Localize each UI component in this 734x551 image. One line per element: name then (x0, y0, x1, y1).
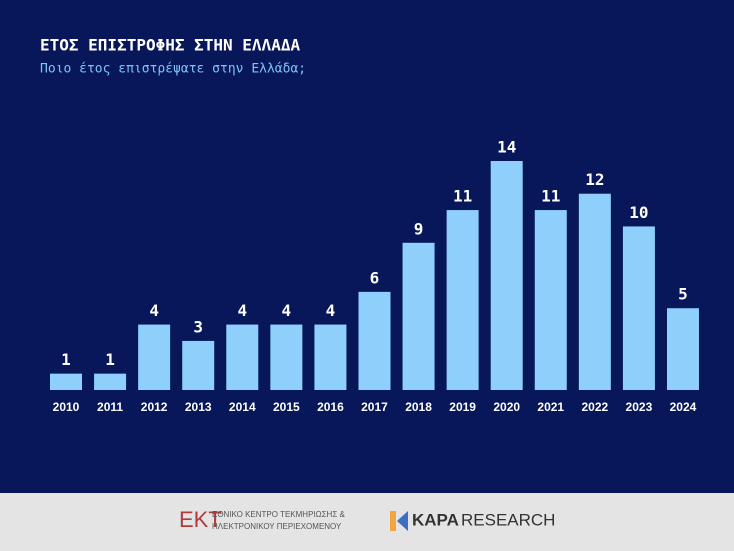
bar (578, 193, 611, 390)
bar (138, 324, 171, 390)
x-tick-label: 2014 (229, 400, 256, 414)
x-tick-label: 2024 (670, 400, 697, 414)
value-label: 4 (237, 301, 247, 320)
bar (94, 373, 127, 390)
bar (534, 210, 567, 390)
value-label: 3 (193, 317, 203, 336)
value-label: 4 (282, 301, 292, 320)
bar (402, 242, 435, 390)
x-tick-label: 2021 (537, 400, 564, 414)
bar (358, 291, 391, 390)
x-tick-label: 2016 (317, 400, 344, 414)
value-label: 4 (326, 301, 336, 320)
ekt-name: ΗΛΕΚΤΡΟΝΙΚΟΥ ΠΕΡΙΕΧΟΜΕΝΟΥ (212, 522, 342, 531)
kapa-logo: KAPA (412, 510, 459, 529)
bar (270, 324, 303, 390)
value-label: 10 (629, 203, 648, 222)
x-tick-label: 2019 (449, 400, 476, 414)
bar (50, 373, 82, 390)
bar (446, 210, 479, 390)
x-tick-label: 2012 (141, 400, 168, 414)
x-tick-label: 2013 (185, 400, 212, 414)
value-label: 9 (414, 219, 424, 238)
footer (0, 493, 734, 551)
value-label: 11 (541, 187, 560, 206)
chart-subtitle: Ποιο έτος επιστρέψατε στην Ελλάδα; (40, 62, 306, 77)
bar (622, 226, 655, 390)
value-label: 1 (105, 350, 115, 369)
value-label: 11 (453, 187, 472, 206)
x-tick-label: 2023 (626, 400, 653, 414)
bar (666, 308, 699, 390)
ekt-name: ΕΘΝΙΚΟ ΚΕΝΤΡΟ ΤΕΚΜΗΡΙΩΣΗΣ & (212, 510, 345, 519)
value-label: 6 (370, 268, 380, 287)
kapa-logo: RESEARCH (461, 510, 555, 529)
x-tick-label: 2015 (273, 400, 300, 414)
value-label: 1 (61, 350, 71, 369)
bar (182, 340, 215, 390)
chart-title: ΕΤΟΣ ΕΠΙΣΤΡΟΦΗΣ ΣΤΗΝ ΕΛΛΑΔΑ (40, 36, 300, 55)
value-label: 14 (497, 138, 516, 157)
bar (490, 161, 523, 390)
x-tick-label: 2018 (405, 400, 432, 414)
value-label: 4 (149, 301, 159, 320)
x-tick-label: 2022 (581, 400, 608, 414)
ekt-logo: ΕΚΤ (179, 507, 222, 532)
kapa-icon (390, 511, 396, 531)
x-tick-label: 2017 (361, 400, 388, 414)
kapa-icon (397, 511, 408, 531)
value-label: 5 (678, 285, 688, 304)
x-tick-label: 2011 (97, 400, 123, 414)
x-tick-label: 2010 (53, 400, 80, 414)
value-label: 12 (585, 170, 604, 189)
x-tick-label: 2020 (493, 400, 520, 414)
background (0, 0, 734, 493)
bar (226, 324, 259, 390)
bar (314, 324, 347, 390)
